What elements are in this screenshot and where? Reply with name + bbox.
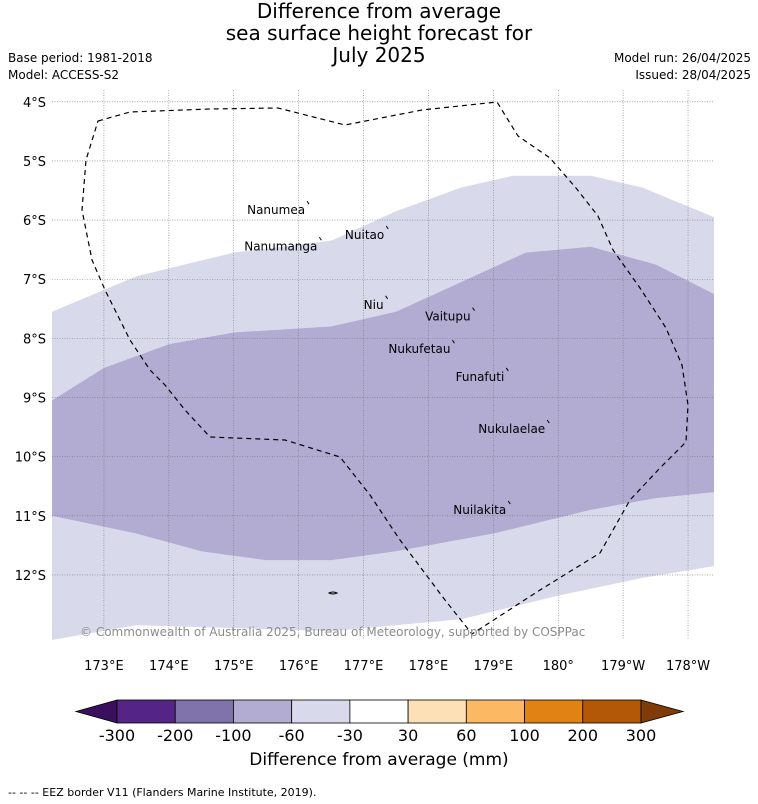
- place-label: Niu: [364, 298, 384, 312]
- colorbar-tick: -30: [337, 726, 363, 745]
- place-label: Nukufetau: [388, 342, 450, 356]
- lat-label: 12°S: [15, 569, 46, 584]
- place-label: Nanumanga: [244, 239, 317, 253]
- model-run: Model run: 26/04/2025: [613, 51, 751, 65]
- lat-label: 6°S: [23, 214, 46, 229]
- lat-label: 4°S: [23, 96, 46, 111]
- title-line-2: sea surface height forecast for: [225, 21, 533, 45]
- colorbar-segment: [582, 699, 642, 724]
- colorbar-tick: -300: [99, 726, 135, 745]
- colorbar-tick: 300: [626, 726, 657, 745]
- place-label: Vaitupu: [425, 310, 471, 324]
- title-line-3: July 2025: [332, 43, 426, 67]
- island-outline: [452, 339, 455, 344]
- island-outline: [472, 307, 475, 311]
- colorbar-tick: -100: [215, 726, 251, 745]
- place-label: Nanumea: [247, 203, 305, 217]
- colorbar-segment: [524, 699, 584, 724]
- eez-footnote: -- -- -- EEZ border V11 (Flanders Marine…: [8, 786, 317, 799]
- lat-label: 7°S: [23, 273, 46, 288]
- island-outline: [385, 295, 389, 300]
- colorbar-segment: [407, 699, 467, 724]
- base-period: Base period: 1981-2018: [8, 51, 153, 65]
- colorbar-tick: 30: [398, 726, 418, 745]
- lon-label: 180°: [543, 659, 574, 674]
- island-outline: [318, 236, 322, 241]
- lon-label: 174°E: [149, 659, 189, 674]
- place-labels: Nanumea Nuitao Nanumanga Niu Vaitupu Nukufeta…: [244, 200, 550, 517]
- island-outline: [507, 500, 511, 505]
- island-outline: [385, 225, 389, 230]
- colorbar-segment: [233, 699, 293, 724]
- lon-label: 173°E: [84, 659, 124, 674]
- anomaly-regions: [52, 175, 714, 640]
- lon-label: 179°E: [474, 659, 514, 674]
- colorbar-tick: -200: [157, 726, 193, 745]
- place-label: Nuilakita: [453, 503, 506, 517]
- colorbar: [74, 699, 685, 724]
- colorbar-tick: 200: [568, 726, 599, 745]
- meta-right: Model run: 26/04/2025 Issued: 28/04/2025: [614, 50, 751, 84]
- place-label: Nuitao: [345, 228, 384, 242]
- colorbar-segment: [349, 699, 409, 724]
- colorbar-segment: [116, 699, 176, 724]
- lon-label: 176°E: [279, 659, 319, 674]
- colorbar-max-extend: [640, 699, 685, 724]
- colorbar-segment: [291, 699, 351, 724]
- title-line-1: Difference from average: [256, 0, 502, 23]
- place-label: Funafuti: [456, 370, 505, 384]
- colorbar-min-extend: [74, 699, 118, 724]
- island-outline: [306, 200, 310, 205]
- colorbar-segment: [174, 699, 234, 724]
- lat-label: 5°S: [23, 155, 46, 170]
- lon-label: 175°E: [214, 659, 254, 674]
- island-outline: [546, 419, 550, 424]
- colorbar-tick: 100: [509, 726, 540, 745]
- colorbar-label: Difference from average (mm): [249, 750, 509, 770]
- lat-label: 9°S: [23, 392, 46, 407]
- longitude-labels: 173°E 174°E 175°E 176°E 177°E 178°E 179°E 180° 1…: [84, 659, 710, 674]
- colorbar-tick: -60: [279, 726, 305, 745]
- model-name: Model: ACCESS-S2: [8, 68, 120, 82]
- island-outline: [505, 367, 509, 372]
- lon-label: 177°E: [344, 659, 384, 674]
- chart-title: Difference from average sea surface heig…: [0, 0, 758, 66]
- lat-label: 10°S: [15, 451, 46, 466]
- latitude-labels: 4°S 5°S 6°S 7°S 8°S 9°S 10°S 11°S 12°S: [15, 96, 46, 584]
- colorbar-tick: 60: [456, 726, 476, 745]
- copyright-notice: © Commonwealth of Australia 2025, Bureau…: [80, 625, 586, 639]
- lat-label: 11°S: [15, 510, 46, 525]
- lon-label: 178°W: [666, 659, 710, 674]
- place-label: Nukulaelae: [478, 422, 545, 436]
- colorbar-segment: [465, 699, 525, 724]
- issued-date: Issued: 28/04/2025: [635, 68, 751, 82]
- small-island: [327, 591, 339, 595]
- graticule: [52, 90, 714, 640]
- anomaly-region-1: [52, 246, 714, 561]
- lon-label: 178°E: [409, 659, 449, 674]
- meta-left: Base period: 1981-2018 Model: ACCESS-S2: [8, 50, 153, 84]
- colorbar-tick-labels: -300 -200 -100 -60 -30 30 60 100 200 300: [99, 726, 656, 745]
- lon-label: 179°W: [601, 659, 645, 674]
- lat-label: 8°S: [23, 332, 46, 347]
